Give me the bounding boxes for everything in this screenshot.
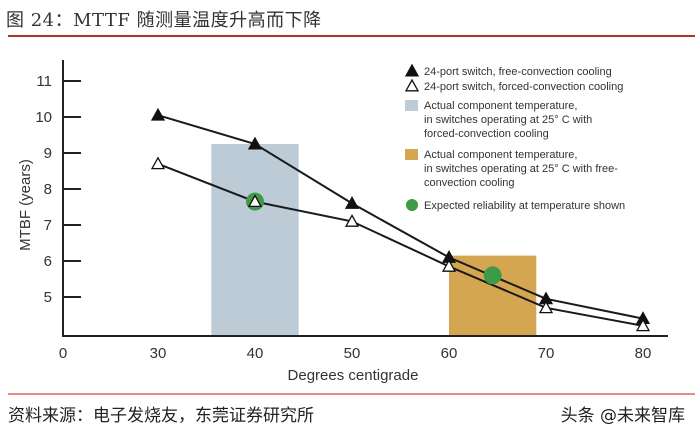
title-divider — [8, 35, 695, 37]
y-tick-label: 9 — [44, 145, 52, 162]
legend-orange-swatch-icon — [405, 149, 418, 160]
legend-open-triangle-icon — [404, 78, 420, 92]
legend-label: 24-port switch, free-convection cooling — [424, 66, 612, 78]
source-note: 资料来源：电子发烧友，东莞证券研究所 — [8, 406, 314, 426]
footer-divider — [8, 393, 695, 395]
x-tick-label: 50 — [344, 345, 361, 362]
legend-filled-triangle-icon — [404, 63, 420, 77]
filled-triangle-icon — [150, 107, 166, 121]
legend-label: forced-convection cooling — [424, 128, 549, 140]
y-tick-label: 8 — [44, 181, 52, 198]
legend-label: 24-port switch, forced-convection coolin… — [424, 81, 623, 93]
legend-label: in switches operating at 25° C with — [424, 114, 592, 126]
x-axis-title: Degrees centigrade — [288, 367, 419, 384]
x-tick-label: 40 — [247, 345, 264, 362]
x-tick-label: 80 — [635, 345, 652, 362]
legend-label: convection cooling — [424, 177, 515, 189]
legend-green-dot-icon — [406, 199, 418, 211]
open-triangle-icon — [635, 318, 651, 332]
expected-reliability-dot — [483, 266, 502, 285]
y-tick-label: 10 — [35, 109, 52, 126]
x-tick-label: 60 — [441, 345, 458, 362]
y-tick-label: 5 — [44, 289, 52, 306]
open-triangle-icon — [538, 300, 554, 314]
legend-label: in switches operating at 25° C with free… — [424, 163, 618, 175]
open-triangle-icon — [247, 194, 263, 208]
x-tick-label: 30 — [150, 345, 167, 362]
x-tick-label: 0 — [59, 345, 67, 362]
filled-triangle-icon — [344, 196, 360, 209]
open-triangle-icon — [150, 156, 166, 170]
y-tick-label: 7 — [44, 217, 52, 234]
legend-blue-swatch-icon — [405, 100, 418, 111]
figure-title: 图 24：MTTF 随测量温度升高而下降 — [6, 10, 322, 31]
y-tick-label: 11 — [36, 73, 52, 90]
legend-label: Actual component temperature, — [424, 149, 577, 161]
y-tick-label: 6 — [44, 253, 52, 270]
open-triangle-icon — [344, 214, 360, 227]
legend-label: Expected reliability at temperature show… — [424, 200, 625, 212]
watermark: 头条 @未来智库 — [560, 406, 685, 426]
legend-label: Actual component temperature, — [424, 100, 577, 112]
y-axis-title: MTBF (years) — [17, 159, 34, 251]
forced-convection-line — [157, 162, 644, 327]
filled-triangle-icon — [247, 136, 263, 150]
free-convection-line — [157, 114, 644, 320]
x-tick-label: 70 — [538, 345, 555, 362]
open-triangle-icon — [441, 259, 457, 272]
forced-convection-temp-band — [211, 144, 299, 336]
